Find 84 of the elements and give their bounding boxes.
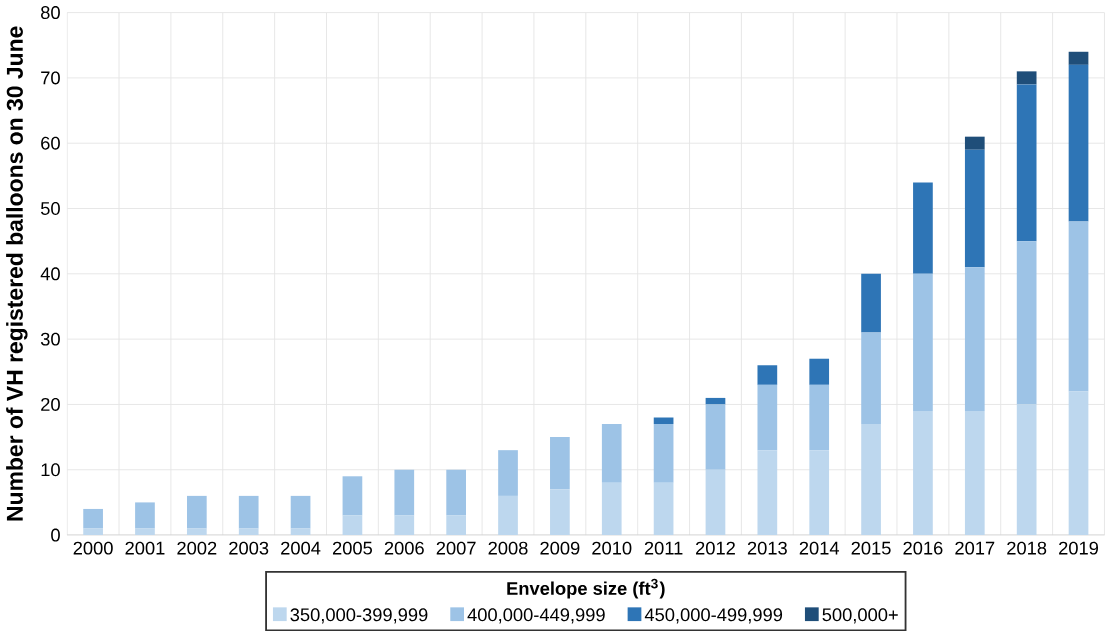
bar <box>705 404 726 470</box>
bar <box>861 332 881 424</box>
legend-label: 500,000+ <box>822 608 898 624</box>
x-tick-label: 2010 <box>592 541 632 555</box>
y-tick-label: 50 <box>40 201 60 215</box>
bar <box>446 515 467 535</box>
bar <box>1068 51 1089 65</box>
bar <box>601 482 622 535</box>
y-axis-title: Number of VH registered balloons on 30 June <box>6 26 28 521</box>
bar <box>964 149 985 268</box>
x-tick-label: 2003 <box>229 541 269 555</box>
bar <box>135 502 155 529</box>
x-tick-label: 2004 <box>281 541 321 555</box>
x-tick-label: 2002 <box>177 541 217 555</box>
bar <box>964 410 985 535</box>
y-tick-label: 80 <box>41 6 60 19</box>
bar <box>1016 404 1037 535</box>
bar <box>809 450 830 535</box>
bar <box>809 384 830 451</box>
bar <box>757 450 778 535</box>
bar <box>394 469 415 516</box>
bar <box>1016 71 1037 85</box>
x-tick-label: 2007 <box>436 541 476 555</box>
bar <box>653 423 674 483</box>
bar <box>498 495 518 535</box>
x-tick-label: 2015 <box>851 541 891 555</box>
bar <box>913 182 933 274</box>
bar <box>861 273 881 333</box>
bar <box>757 384 778 451</box>
x-tick-label: 2019 <box>1059 541 1098 555</box>
x-tick-label: 2011 <box>644 541 683 555</box>
y-tick-label: 60 <box>41 136 60 150</box>
y-tick-label: 0 <box>51 528 60 542</box>
bar <box>550 436 570 490</box>
legend-title: Envelope size (ft$^{3}$) <box>507 578 665 599</box>
y-tick-label: 30 <box>40 332 60 346</box>
bar <box>1016 84 1037 242</box>
bar <box>135 528 155 535</box>
x-tick-label: 2000 <box>73 541 113 555</box>
bar <box>83 508 103 529</box>
bar <box>653 482 674 535</box>
bar <box>498 450 518 496</box>
y-tick-label: 10 <box>41 463 60 477</box>
legend-label: 350,000-399,999 <box>290 608 428 624</box>
x-tick-label: 2001 <box>125 541 165 555</box>
x-tick-label: 2013 <box>747 541 787 555</box>
bar <box>601 423 622 483</box>
x-tick-label: 2009 <box>540 541 580 555</box>
bar <box>913 410 933 535</box>
bar <box>186 528 207 535</box>
x-tick-label: 2017 <box>955 541 995 555</box>
bar <box>757 365 778 385</box>
bar <box>964 267 985 411</box>
bar <box>238 528 259 535</box>
bar <box>809 358 830 385</box>
bar <box>238 495 259 529</box>
bar <box>83 528 103 535</box>
y-tick-label: 70 <box>41 71 60 85</box>
bar <box>186 495 207 529</box>
x-tick-label: 2018 <box>1007 541 1047 555</box>
bar <box>964 136 985 150</box>
bar <box>1068 64 1089 222</box>
bar <box>705 469 726 535</box>
bar <box>342 515 363 535</box>
bar <box>1068 221 1089 392</box>
y-tick-label: 20 <box>41 397 60 411</box>
x-tick-label: 2008 <box>488 541 528 555</box>
legend-label: 450,000-499,999 <box>644 608 783 624</box>
bar <box>1068 391 1089 535</box>
bar <box>290 495 311 529</box>
x-tick-label: 2016 <box>903 541 943 555</box>
x-tick-label: 2005 <box>332 541 373 555</box>
bar <box>861 423 881 535</box>
bar <box>1016 241 1037 405</box>
x-tick-label: 2006 <box>384 541 424 555</box>
x-tick-label: 2014 <box>799 541 840 555</box>
legend-label: 400,000-449,999 <box>467 608 605 624</box>
bar <box>446 469 467 516</box>
bar <box>342 476 363 516</box>
bar <box>913 273 933 411</box>
x-tick-label: 2012 <box>696 541 735 555</box>
bar <box>550 489 570 535</box>
y-tick-label: 40 <box>40 267 60 281</box>
bar <box>394 515 415 535</box>
